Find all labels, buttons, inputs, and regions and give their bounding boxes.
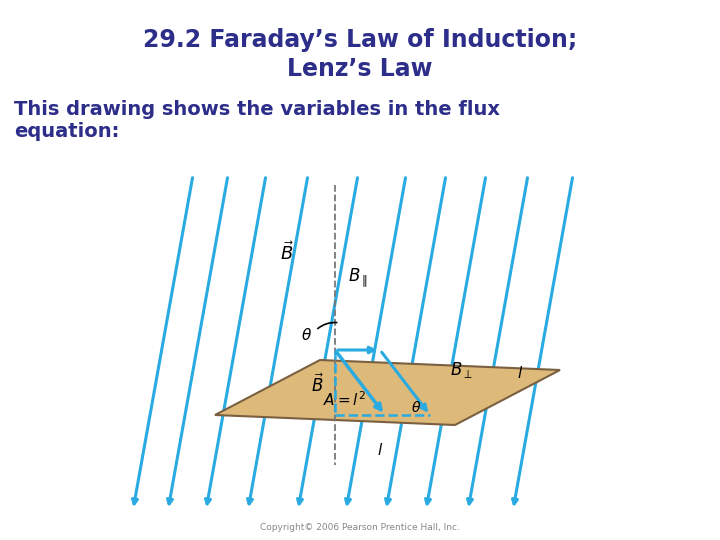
Text: Lenz’s Law: Lenz’s Law — [287, 57, 433, 81]
Text: This drawing shows the variables in the flux: This drawing shows the variables in the … — [14, 100, 500, 119]
Text: Copyright© 2006 Pearson Prentice Hall, Inc.: Copyright© 2006 Pearson Prentice Hall, I… — [260, 523, 460, 532]
Text: 29.2 Faraday’s Law of Induction;: 29.2 Faraday’s Law of Induction; — [143, 28, 577, 52]
Text: $B_{\parallel}$: $B_{\parallel}$ — [348, 267, 368, 289]
Text: $\vec{B}$: $\vec{B}$ — [311, 374, 325, 396]
Text: $l$: $l$ — [517, 365, 523, 381]
Text: $\theta$: $\theta$ — [411, 401, 421, 415]
Polygon shape — [215, 360, 560, 425]
Text: $B_{\perp}$: $B_{\perp}$ — [450, 360, 473, 380]
Text: $\theta$: $\theta$ — [302, 327, 312, 343]
Text: $l$: $l$ — [377, 442, 383, 458]
Text: equation:: equation: — [14, 122, 120, 141]
Text: $A = l^2$: $A = l^2$ — [323, 390, 366, 409]
Text: $\vec{B}$: $\vec{B}$ — [280, 241, 294, 265]
